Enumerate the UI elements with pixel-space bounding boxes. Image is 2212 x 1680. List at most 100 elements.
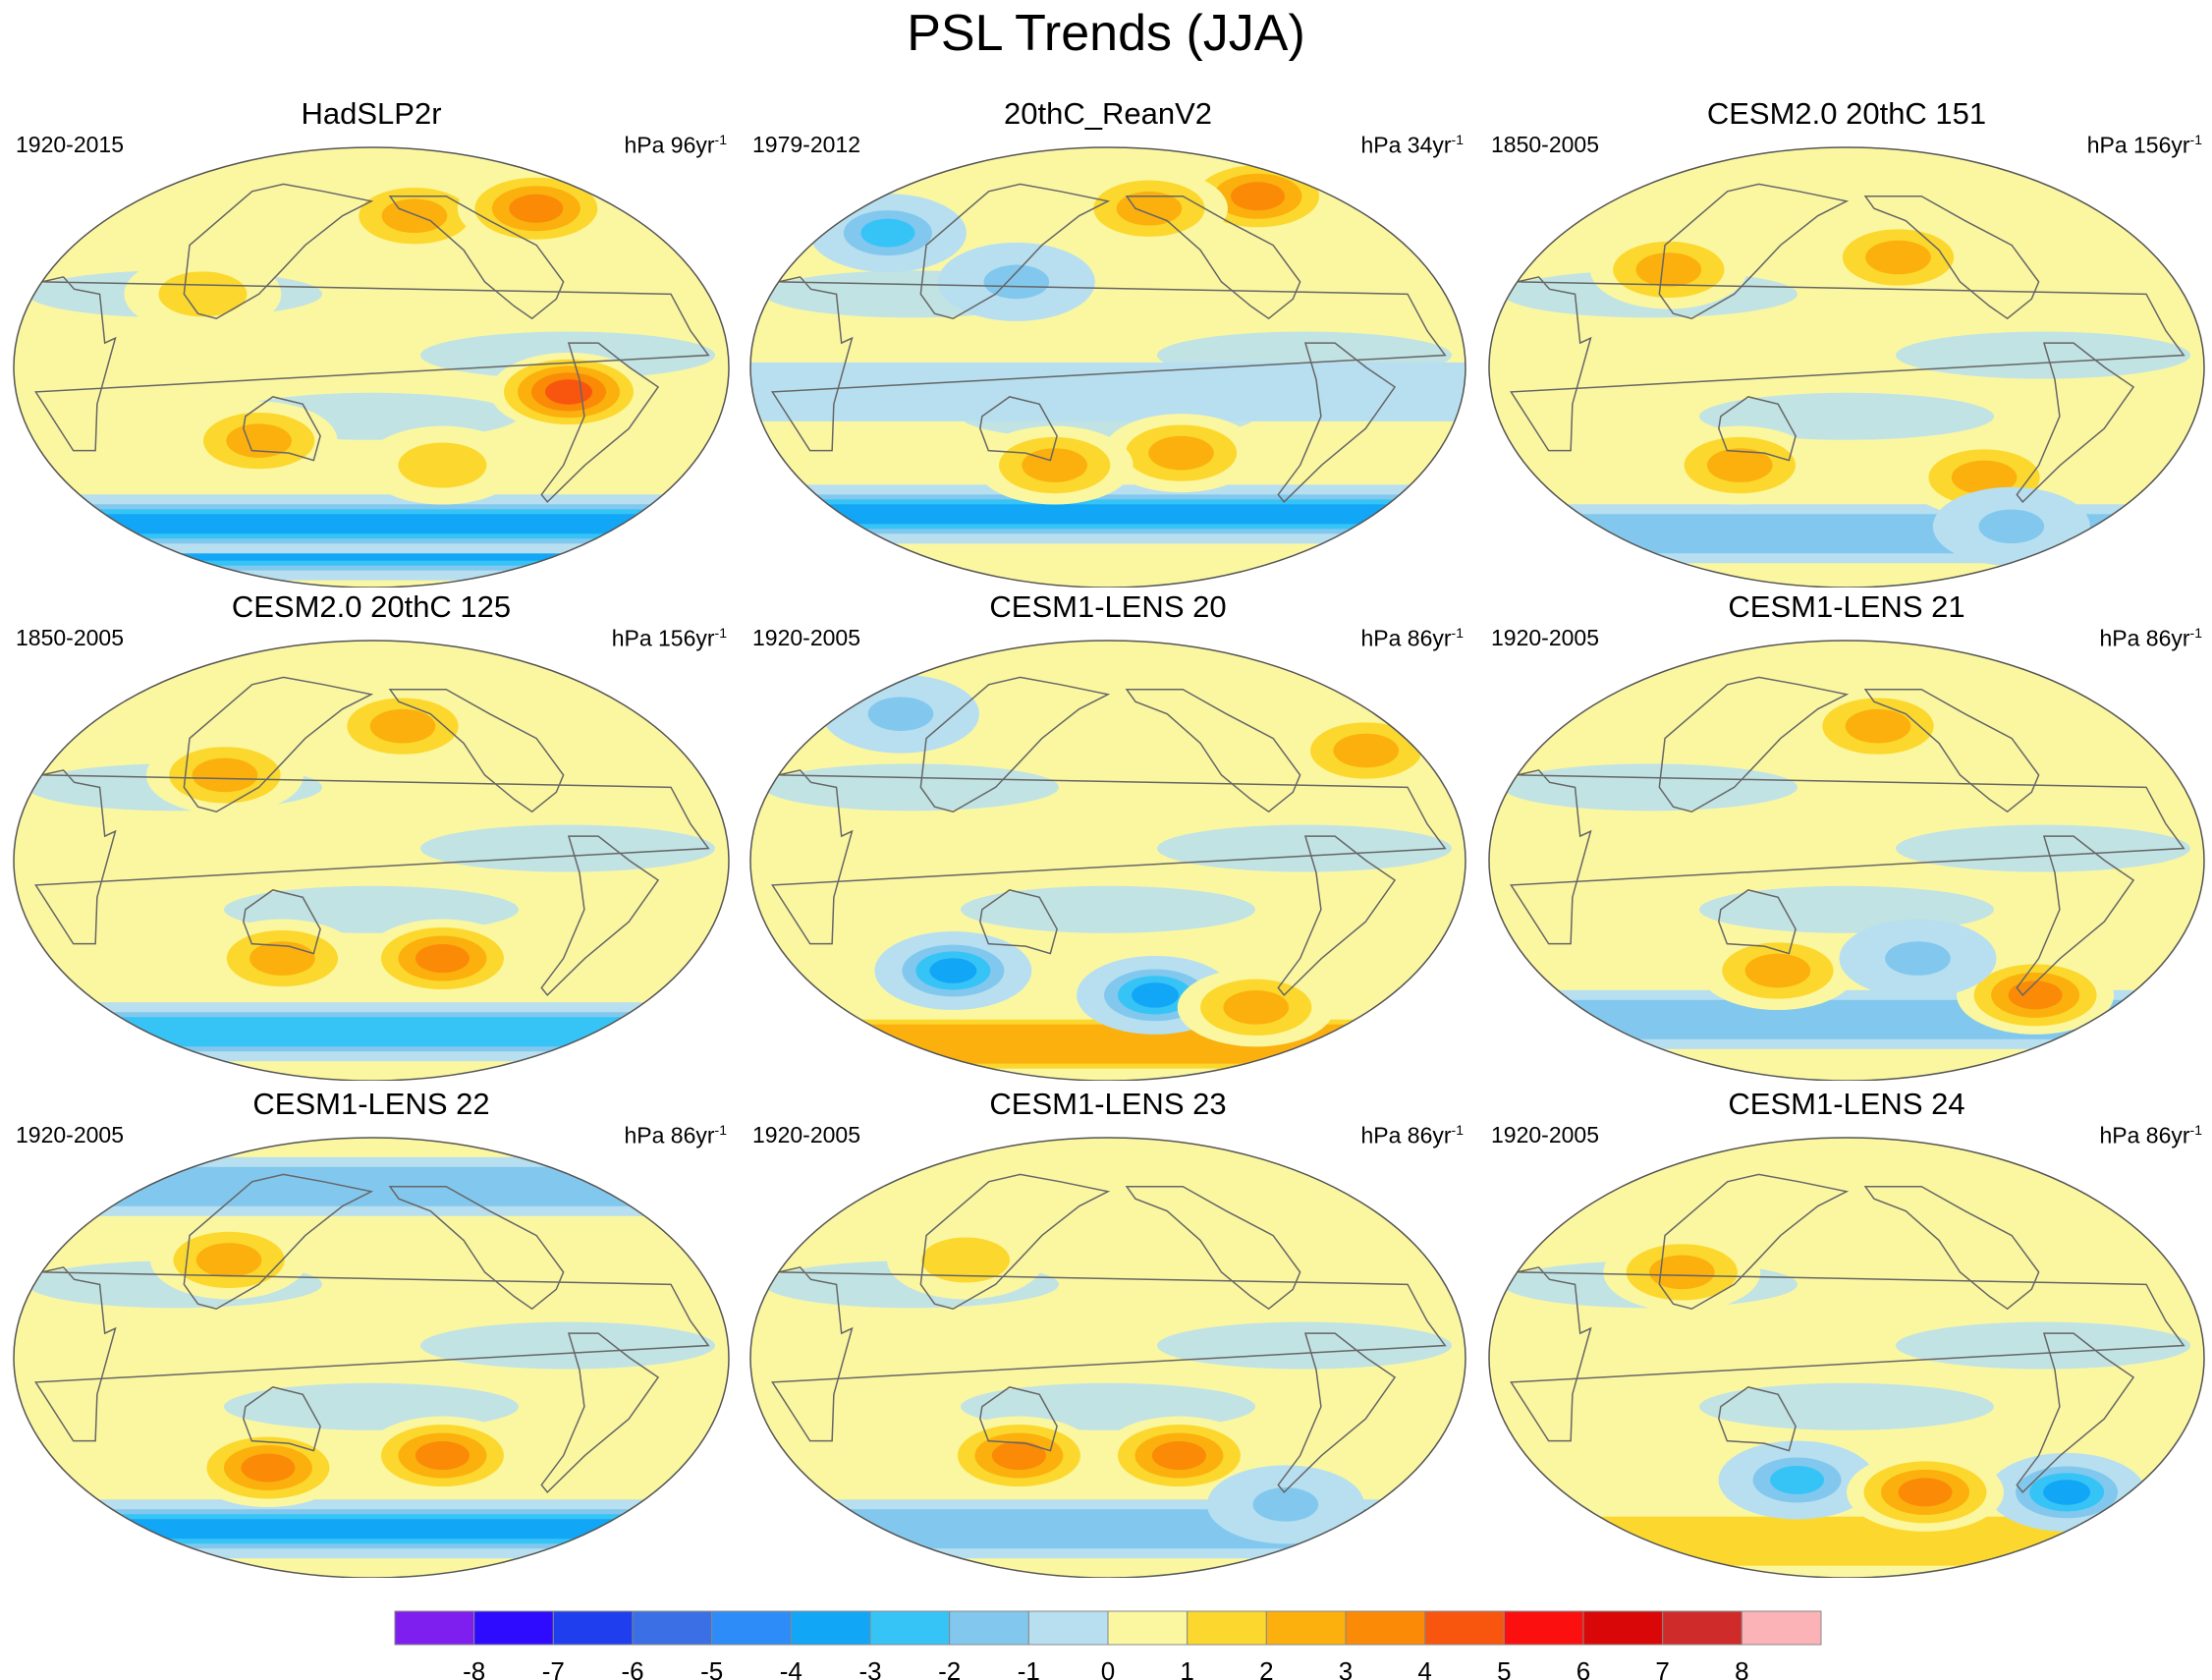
zonal-band (750, 504, 1465, 525)
coastline (919, 676, 1111, 813)
coastline (540, 835, 660, 997)
anomaly-contour (860, 218, 915, 248)
anomaly-contour (195, 1243, 262, 1277)
panel-title: HadSLP2r (301, 96, 442, 131)
map-panel: CESM1-LENS 24 1920-2005 hPa 86yr-1 (1483, 1087, 2210, 1578)
panel-period: 1979-2012 (752, 132, 860, 157)
panel-period: 1920-2005 (752, 1122, 860, 1148)
anomaly-contour (398, 442, 487, 488)
colorbar-swatch (1027, 1610, 1109, 1646)
units-text: hPa 86yr (624, 1122, 715, 1148)
map-outline (1488, 146, 2205, 588)
colorbar-label: -4 (780, 1656, 802, 1680)
colorbar-swatch (1741, 1610, 1822, 1646)
trend-map (749, 640, 1466, 1081)
units-exponent: -1 (1451, 1122, 1464, 1138)
coastline (34, 276, 710, 452)
colorbar-label: -5 (700, 1656, 723, 1680)
anomaly-contour (1845, 708, 1911, 744)
colorbar-swatch (711, 1610, 792, 1646)
anomaly-contour (1151, 1441, 1206, 1471)
panel-period: 1920-2005 (16, 1122, 124, 1148)
anomaly-contour (1770, 1465, 1825, 1494)
panel-title: 20thC_ReanV2 (1004, 96, 1212, 131)
anomaly-contour (929, 958, 977, 983)
map-outline (13, 640, 730, 1081)
colorbar-swatch (1424, 1610, 1505, 1646)
colorbar-swatch (949, 1610, 1029, 1646)
coastline (771, 769, 1447, 945)
coastline (1125, 689, 1301, 813)
coastline (1510, 769, 2185, 945)
anomaly-contour (241, 1453, 296, 1483)
anomaly-contour (1116, 191, 1183, 226)
panel-units: hPa 96yr-1 (624, 132, 727, 159)
colorbar-label: 7 (1655, 1656, 1669, 1680)
panel-period: 1850-2005 (1491, 132, 1599, 157)
map-outline (13, 1137, 730, 1578)
trend-map (1488, 640, 2205, 1081)
colorbar-swatch (1582, 1610, 1664, 1646)
zonal-band (14, 1166, 729, 1206)
map-panel: HadSLP2r 1920-2015 hPa 96yr-1 (8, 96, 735, 588)
panel-units: hPa 86yr-1 (2099, 1122, 2202, 1149)
anomaly-contour (249, 941, 315, 976)
trend-map (1488, 146, 2205, 588)
coastline (1718, 1386, 1797, 1452)
colorbar-label: 1 (1180, 1656, 1193, 1680)
panel-title: CESM1-LENS 23 (989, 1087, 1227, 1121)
anomaly-contour (1132, 982, 1180, 1008)
map-outline (749, 1137, 1466, 1578)
coastline (2016, 1332, 2135, 1494)
colorbar-label: 8 (1735, 1656, 1748, 1680)
panel-units: hPa 156yr-1 (612, 625, 727, 652)
map-panel: CESM1-LENS 21 1920-2005 hPa 86yr-1 (1483, 589, 2210, 1081)
field-patch (1896, 824, 2190, 872)
field-patch (1157, 1321, 1452, 1370)
coastline (771, 1266, 1447, 1442)
coastline (1277, 835, 1397, 997)
anomaly-contour (158, 271, 248, 317)
field-patch (1699, 1382, 1994, 1430)
coastline (243, 396, 321, 462)
units-exponent: -1 (714, 132, 727, 147)
coastline (540, 342, 660, 504)
anomaly-contour (1648, 1255, 1715, 1290)
coastline (34, 769, 710, 945)
coastline (1125, 196, 1301, 320)
anomaly-contour (1951, 460, 2018, 495)
panel-units: hPa 156yr-1 (2087, 132, 2202, 159)
zonal-band (1489, 514, 2204, 554)
anomaly-contour (991, 1441, 1046, 1471)
anomaly-contour (1635, 252, 1702, 287)
panel-title: CESM1-LENS 21 (1728, 589, 1965, 624)
units-exponent: -1 (1451, 625, 1464, 641)
units-exponent: -1 (2189, 132, 2202, 147)
coastline (388, 196, 565, 320)
colorbar-label: 3 (1339, 1656, 1353, 1680)
field-patch (1699, 392, 1994, 440)
trend-map (1488, 1137, 2205, 1578)
coastline (1658, 676, 1850, 813)
anomaly-contour (1022, 448, 1087, 482)
trend-map (13, 640, 730, 1081)
panel-units: hPa 86yr-1 (624, 1122, 727, 1149)
units-text: hPa 86yr (1360, 1122, 1452, 1148)
anomaly-contour (369, 708, 436, 744)
colorbar-label: 5 (1497, 1656, 1511, 1680)
panel-period: 1850-2005 (16, 625, 124, 650)
anomaly-contour (1744, 953, 1811, 988)
field-patch (1896, 331, 2190, 379)
colorbar-label: 6 (1576, 1656, 1590, 1680)
units-text: hPa 96yr (624, 132, 715, 158)
anomaly-contour (1252, 1487, 1319, 1522)
anomaly-contour (1148, 435, 1214, 471)
anomaly-contour (983, 264, 1050, 300)
coastline (183, 1173, 374, 1311)
trend-map (13, 1137, 730, 1578)
zonal-band (750, 366, 1465, 417)
anomaly-contour (226, 423, 292, 458)
anomaly-contour (192, 757, 258, 793)
coastline (34, 1266, 710, 1442)
map-outline (749, 146, 1466, 588)
